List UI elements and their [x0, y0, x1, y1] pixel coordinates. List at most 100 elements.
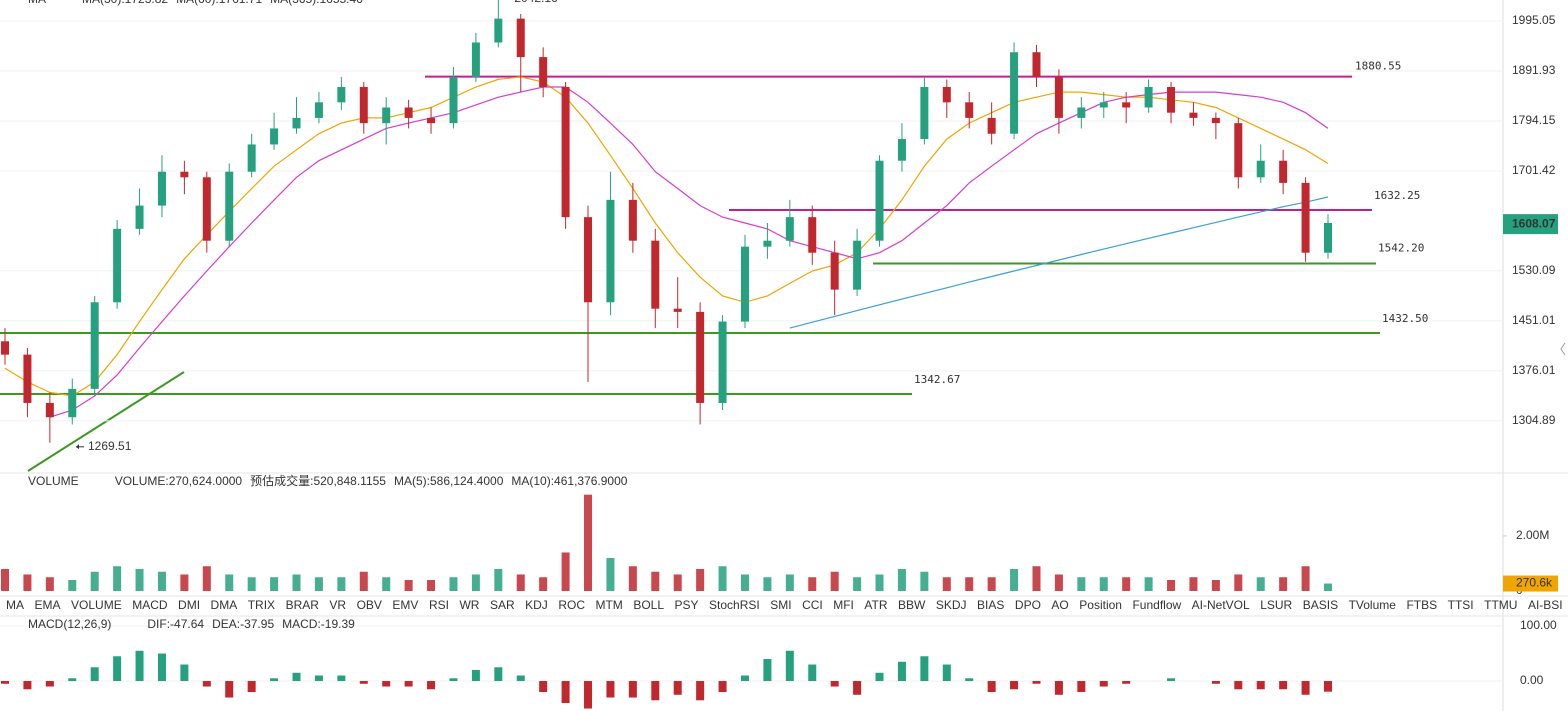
macd-bar	[1032, 681, 1041, 684]
candle-body	[404, 107, 413, 118]
candle-body	[494, 18, 503, 43]
macd-bar	[90, 667, 99, 682]
macd-bar	[1077, 681, 1086, 693]
indicator-tab[interactable]: EMA	[35, 598, 61, 612]
y-tick-label: 1794.15	[1512, 113, 1556, 127]
candle-body	[1077, 107, 1086, 118]
candle-body	[830, 252, 839, 290]
macd-bar	[628, 681, 637, 698]
last-price-tag	[1503, 214, 1558, 235]
indicator-tab[interactable]: KDJ	[525, 598, 548, 612]
volume-bar	[359, 571, 368, 591]
indicator-tab[interactable]: DPO	[1015, 598, 1041, 612]
volume-bar	[942, 577, 951, 591]
macd-bar	[359, 681, 368, 684]
macd-bar	[1122, 681, 1131, 684]
y-tick-label: 1304.89	[1512, 413, 1556, 427]
candle-body	[471, 42, 480, 77]
macd-bar	[1054, 681, 1063, 695]
indicator-tab[interactable]: RSI	[429, 598, 449, 612]
macd-bar	[1256, 681, 1265, 690]
indicator-tab[interactable]: TRIX	[248, 598, 275, 612]
indicator-tab[interactable]: AO	[1051, 598, 1068, 612]
volume-bar	[673, 574, 682, 591]
indicator-tab[interactable]: TTSI	[1448, 598, 1474, 612]
volume-bar	[314, 577, 323, 591]
candle-body	[427, 117, 436, 124]
indicator-tab[interactable]: VOLUME	[71, 598, 122, 612]
volume-bar	[763, 577, 772, 591]
volume-bar	[853, 577, 862, 591]
volume-bar	[494, 568, 503, 591]
indicator-tab[interactable]: BRAR	[286, 598, 320, 612]
macd-bar	[68, 678, 77, 682]
indicator-tab[interactable]: LSUR	[1260, 598, 1292, 612]
indicator-tab[interactable]: PSY	[675, 598, 699, 612]
legend-item: MA(365):1655.46	[270, 0, 363, 6]
indicator-tab[interactable]: OBV	[357, 598, 382, 612]
collapse-arrow[interactable]	[1560, 342, 1566, 356]
indicator-tab[interactable]: TVolume	[1349, 598, 1397, 612]
indicator-tab[interactable]: StochRSI	[709, 598, 760, 612]
indicator-tab[interactable]: BOLL	[633, 598, 664, 612]
volume-bar	[808, 577, 817, 591]
indicator-tab[interactable]: MTM	[595, 598, 622, 612]
macd-bar	[539, 681, 548, 693]
indicator-tab[interactable]: AI-BSI	[1528, 598, 1563, 612]
volume-bar	[292, 574, 301, 591]
candle-body	[247, 144, 256, 172]
macd-bar	[113, 656, 122, 682]
candle-body	[651, 240, 660, 309]
indicator-tab[interactable]: TTMU	[1484, 598, 1517, 612]
legend-item: MACD(12,26,9)	[28, 617, 111, 631]
indicator-tab[interactable]: MA	[6, 598, 24, 612]
indicator-tab[interactable]: Fundflow	[1132, 598, 1181, 612]
indicator-tab[interactable]: Position	[1079, 598, 1122, 612]
indicator-tab[interactable]: ATR	[864, 598, 887, 612]
macd-bar	[516, 675, 525, 682]
indicator-tab[interactable]: SKDJ	[936, 598, 967, 612]
indicator-tab[interactable]: MFI	[833, 598, 854, 612]
indicator-tab[interactable]: SMI	[770, 598, 791, 612]
indicator-tab[interactable]: FTBS	[1406, 598, 1437, 612]
indicator-tab[interactable]: EMV	[392, 598, 418, 612]
volume-bar	[785, 574, 794, 591]
indicator-tab[interactable]: DMI	[178, 598, 200, 612]
macd-bar	[1211, 681, 1220, 684]
candle-body	[1234, 123, 1243, 178]
indicator-tab[interactable]: CCI	[802, 598, 823, 612]
indicator-tab[interactable]: SAR	[490, 598, 515, 612]
volume-bar	[337, 577, 346, 591]
volume-bar	[696, 568, 705, 591]
y-tick-label: 1376.01	[1512, 363, 1556, 377]
macd-bar	[427, 681, 436, 690]
indicator-tab[interactable]: BBW	[898, 598, 926, 612]
indicator-tab[interactable]: WR	[459, 598, 479, 612]
legend-item: MA(30):1723.82	[82, 0, 168, 6]
candle-body	[135, 205, 144, 229]
volume-bar	[247, 577, 256, 591]
indicator-tab[interactable]: VR	[329, 598, 346, 612]
volume-bar	[965, 577, 974, 591]
indicator-tab[interactable]: AI-NetVOL	[1192, 598, 1250, 612]
y-tick-label: 1451.01	[1512, 313, 1556, 327]
indicator-tab[interactable]: MACD	[132, 598, 168, 612]
candle-body	[1324, 222, 1332, 253]
last-volume-tag	[1503, 575, 1558, 592]
indicator-tab[interactable]: BASIS	[1303, 598, 1338, 612]
macd-bar	[157, 653, 166, 682]
macd-bar	[494, 667, 503, 682]
macd-bar	[830, 681, 839, 687]
indicator-tab[interactable]: DMA	[211, 598, 238, 612]
legend-item: MA(60):1761.71	[176, 0, 262, 6]
macd-bar	[987, 681, 996, 693]
macd-bar	[382, 681, 391, 687]
volume-bar	[539, 577, 548, 591]
macd-bar	[404, 681, 413, 687]
volume-bar	[135, 568, 144, 591]
legend-item: VOLUME:270,624.0000	[115, 474, 243, 488]
candle-body	[1167, 87, 1176, 113]
indicator-tab[interactable]: ROC	[558, 598, 585, 612]
indicator-tab[interactable]: BIAS	[977, 598, 1004, 612]
y-tick-label: 100.00	[1520, 618, 1557, 632]
